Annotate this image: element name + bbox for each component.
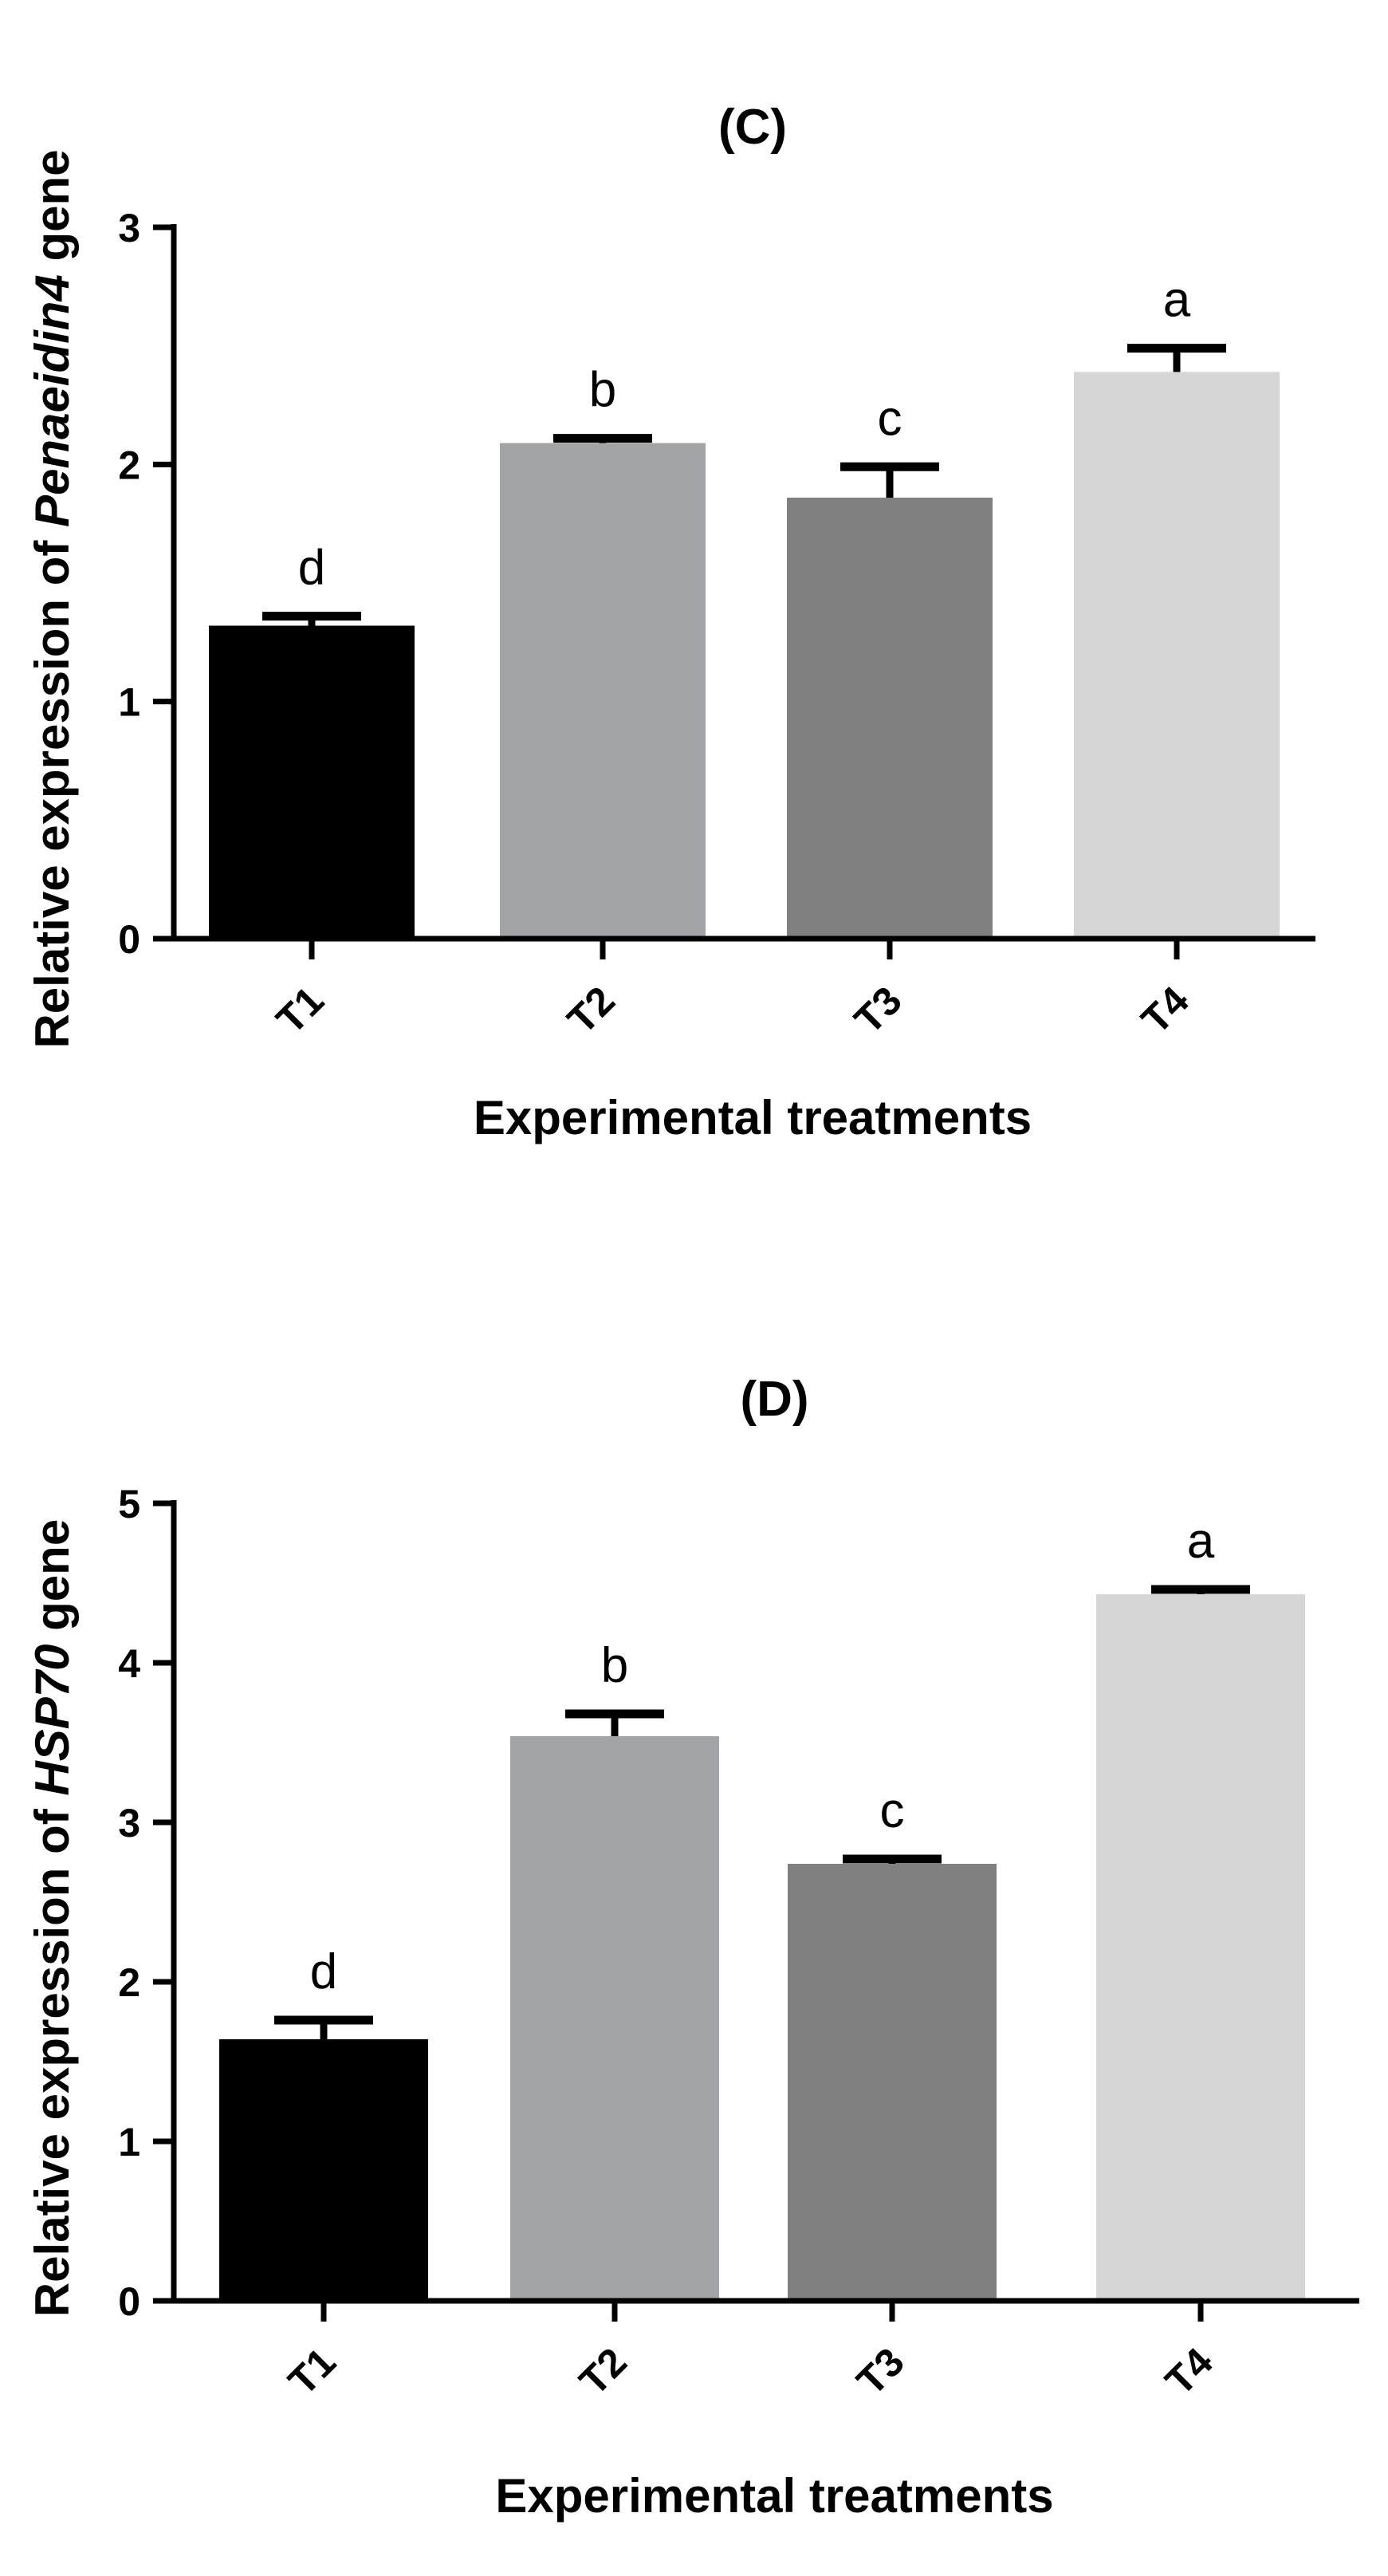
chart-title: (D) — [740, 1372, 808, 1427]
bar-T4 — [1074, 372, 1280, 939]
x-tick-label-T4: T4 — [1133, 978, 1197, 1042]
bar-T1 — [209, 625, 415, 939]
y-tick-label-0: 0 — [118, 2279, 140, 2324]
y-axis-label-prefix: Relative expression of — [26, 527, 79, 1049]
bar-T1 — [219, 2039, 428, 2301]
y-tick-label-1: 1 — [118, 680, 140, 725]
x-tick-label-T4: T4 — [1157, 2339, 1221, 2404]
bar-T3 — [788, 1864, 997, 2301]
y-axis-label-gene: Penaeidin4 — [26, 274, 79, 527]
y-axis-label: Relative expression of HSP70 gene — [26, 1519, 79, 2317]
chart-2: (D) Relative expression of HSP70 gene d T1 b… — [26, 1372, 1359, 2523]
y-tick-label-3: 3 — [118, 1801, 140, 1845]
y-axis-label: Relative expression of Penaeidin4 gene — [26, 149, 79, 1048]
x-tick-label-T3: T3 — [846, 978, 910, 1042]
y-axis-label-suffix: gene — [26, 1519, 79, 1644]
y-axis-label-prefix: Relative expression of — [26, 1796, 79, 2318]
significance-label-T2: b — [589, 363, 616, 418]
y-tick-label-2: 2 — [118, 1960, 140, 2005]
significance-label-T3: c — [878, 391, 902, 446]
significance-label-T1: d — [298, 541, 325, 596]
significance-label-T3: c — [880, 1783, 905, 1838]
y-tick-label-4: 4 — [118, 1641, 140, 1686]
significance-label-T4: a — [1163, 273, 1191, 328]
bar-T2 — [500, 443, 706, 939]
y-axis-label-gene: HSP70 — [26, 1644, 79, 1796]
significance-label-T4: a — [1187, 1514, 1215, 1569]
x-tick-label-T2: T2 — [559, 978, 623, 1042]
chart-1: (C) Relative expression of Penaeidin4 gen… — [26, 100, 1315, 1144]
y-tick-label-0: 0 — [118, 917, 140, 962]
x-tick-label-T3: T3 — [848, 2339, 913, 2404]
bar-T3 — [787, 497, 993, 939]
y-tick-label-1: 1 — [118, 2120, 140, 2164]
x-tick-label-T2: T2 — [571, 2339, 635, 2404]
significance-label-T1: d — [310, 1944, 337, 1999]
y-tick-label-3: 3 — [118, 206, 140, 250]
y-axis-label-suffix: gene — [26, 149, 79, 274]
y-tick-label-5: 5 — [118, 1482, 140, 1526]
bar-T2 — [510, 1736, 719, 2301]
y-tick-label-2: 2 — [118, 443, 140, 487]
x-axis-label: Experimental treatments — [474, 1091, 1032, 1144]
x-tick-label-T1: T1 — [280, 2339, 344, 2404]
chart-title: (C) — [718, 100, 787, 155]
bar-T4 — [1096, 1594, 1305, 2301]
x-tick-label-T1: T1 — [268, 978, 332, 1042]
x-axis-label: Experimental treatments — [495, 2469, 1053, 2523]
significance-label-T2: b — [601, 1638, 628, 1693]
